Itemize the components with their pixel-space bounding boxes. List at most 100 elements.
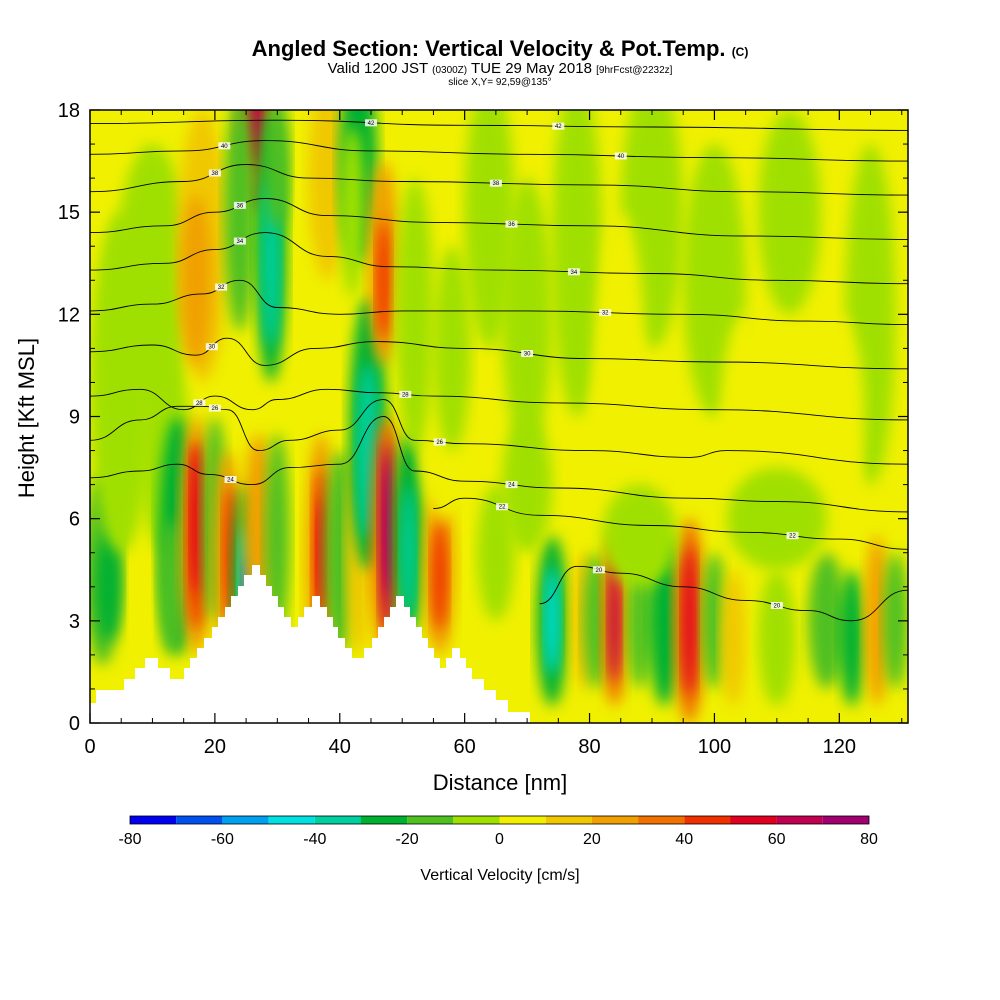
terrain-group: [90, 565, 530, 723]
colorbar-label: -40: [303, 831, 326, 848]
contour-label: 40: [221, 144, 228, 150]
contour-label-bg: [365, 119, 377, 127]
contour-label-bg: [233, 237, 246, 245]
colorbar-label: 0: [495, 831, 504, 848]
contour-label: 32: [602, 311, 609, 317]
contour-label-bg: [215, 283, 228, 291]
colorbar-title: Vertical Velocity [cm/s]: [420, 867, 579, 884]
x-tick-label: 120: [823, 736, 856, 758]
velocity-cell: [96, 532, 122, 642]
velocity-field: [90, 110, 908, 723]
contour-label-bg: [770, 602, 783, 609]
contour-label-bg: [208, 169, 221, 177]
velocity-cell: [701, 552, 727, 689]
theta-contour-line: [90, 416, 908, 513]
velocity-cell: [224, 110, 256, 332]
colorbar-swatch: [314, 816, 361, 824]
contour-label: 38: [493, 181, 500, 187]
velocity-cell: [883, 552, 908, 689]
colorbar-swatch: [268, 816, 315, 824]
colorbar-label: 80: [860, 831, 878, 848]
colorbar-label: -60: [211, 831, 234, 848]
theta-contour-line: [90, 279, 908, 326]
contour-label-bg: [218, 142, 231, 150]
contour-label-bg: [505, 481, 518, 489]
velocity-cell: [264, 110, 290, 230]
contour-label-bg: [489, 179, 502, 187]
colorbar-swatch: [360, 816, 408, 824]
contour-label: 40: [617, 154, 624, 160]
contour-label-bg: [193, 399, 206, 407]
contour-label: 22: [789, 534, 796, 540]
colorbar-label: 20: [583, 831, 601, 848]
theta-contour-line: [539, 565, 908, 622]
colorbar-swatch: [130, 816, 177, 824]
velocity-cell: [608, 559, 621, 683]
contour-label-bg: [433, 438, 446, 446]
velocity-cell: [720, 314, 771, 519]
velocity-cell: [726, 467, 827, 570]
contour-label: 34: [237, 239, 244, 245]
contour-label: 26: [436, 440, 443, 446]
colorbar-swatch: [407, 816, 454, 824]
contour-label: 36: [237, 203, 244, 209]
colorbar-label: -80: [118, 831, 141, 848]
velocity-cell: [758, 110, 821, 315]
y-tick-label: 15: [58, 202, 80, 224]
velocity-cell: [502, 416, 553, 553]
colorbar-swatch: [591, 816, 639, 824]
x-tick-label: 80: [578, 736, 600, 758]
velocity-cell: [376, 218, 391, 342]
contour-label-bg: [786, 532, 799, 540]
velocity-cell: [190, 443, 202, 594]
velocity-cell: [758, 569, 796, 707]
contour-label-bg: [592, 566, 605, 574]
velocity-cell: [477, 484, 515, 621]
terrain: [90, 565, 530, 723]
contour-label: 34: [571, 270, 578, 276]
velocity-cell: [431, 522, 448, 632]
velocity-cell: [401, 484, 416, 621]
y-axis-title: Height [Kft MSL]: [14, 338, 39, 498]
contour-label-bg: [208, 404, 221, 412]
velocity-cell: [308, 110, 346, 281]
y-tick-label: 18: [58, 100, 80, 122]
contour-label-bg: [496, 503, 509, 511]
contour-label: 36: [508, 222, 515, 228]
x-tick-label: 40: [329, 736, 351, 758]
colorbar-label: 40: [675, 831, 693, 848]
colorbar: -80 -60 -40 -20 0 20 40 60 80: [118, 815, 878, 848]
velocity-cell: [839, 569, 865, 707]
colorbar-swatch: [776, 816, 823, 824]
contour-label-bg: [567, 268, 580, 276]
velocity-cell: [339, 127, 365, 298]
velocity-cell: [602, 484, 677, 587]
contour-label: 28: [196, 401, 203, 407]
x-tick-label: 0: [84, 736, 95, 758]
contour-label: 26: [212, 406, 219, 412]
colorbar-swatch: [822, 816, 869, 824]
contour-label-bg: [399, 390, 412, 398]
contour-label-bg: [552, 122, 565, 130]
contour-label: 24: [227, 478, 234, 484]
colorbar-label: 60: [768, 831, 786, 848]
contour-label-bg: [614, 152, 627, 160]
velocity-cell: [864, 535, 890, 706]
theta-contour-line: [90, 140, 908, 162]
velocity-cell: [396, 178, 434, 451]
velocity-cell: [382, 457, 391, 594]
velocity-cell: [808, 552, 846, 689]
y-tick-label: 0: [69, 713, 80, 735]
contour-label-bg: [505, 220, 518, 228]
x-tick-label: 20: [204, 736, 226, 758]
velocity-cell: [464, 110, 515, 349]
velocity-cell: [583, 552, 609, 689]
theta-contour-line: [433, 497, 908, 550]
theta-contour-line: [90, 388, 908, 421]
y-tick-label: 6: [69, 509, 80, 531]
contour-label: 38: [212, 171, 219, 177]
theta-contour-line: [90, 232, 908, 285]
contour-label: 30: [208, 345, 215, 351]
colorbar-swatch: [453, 816, 500, 824]
